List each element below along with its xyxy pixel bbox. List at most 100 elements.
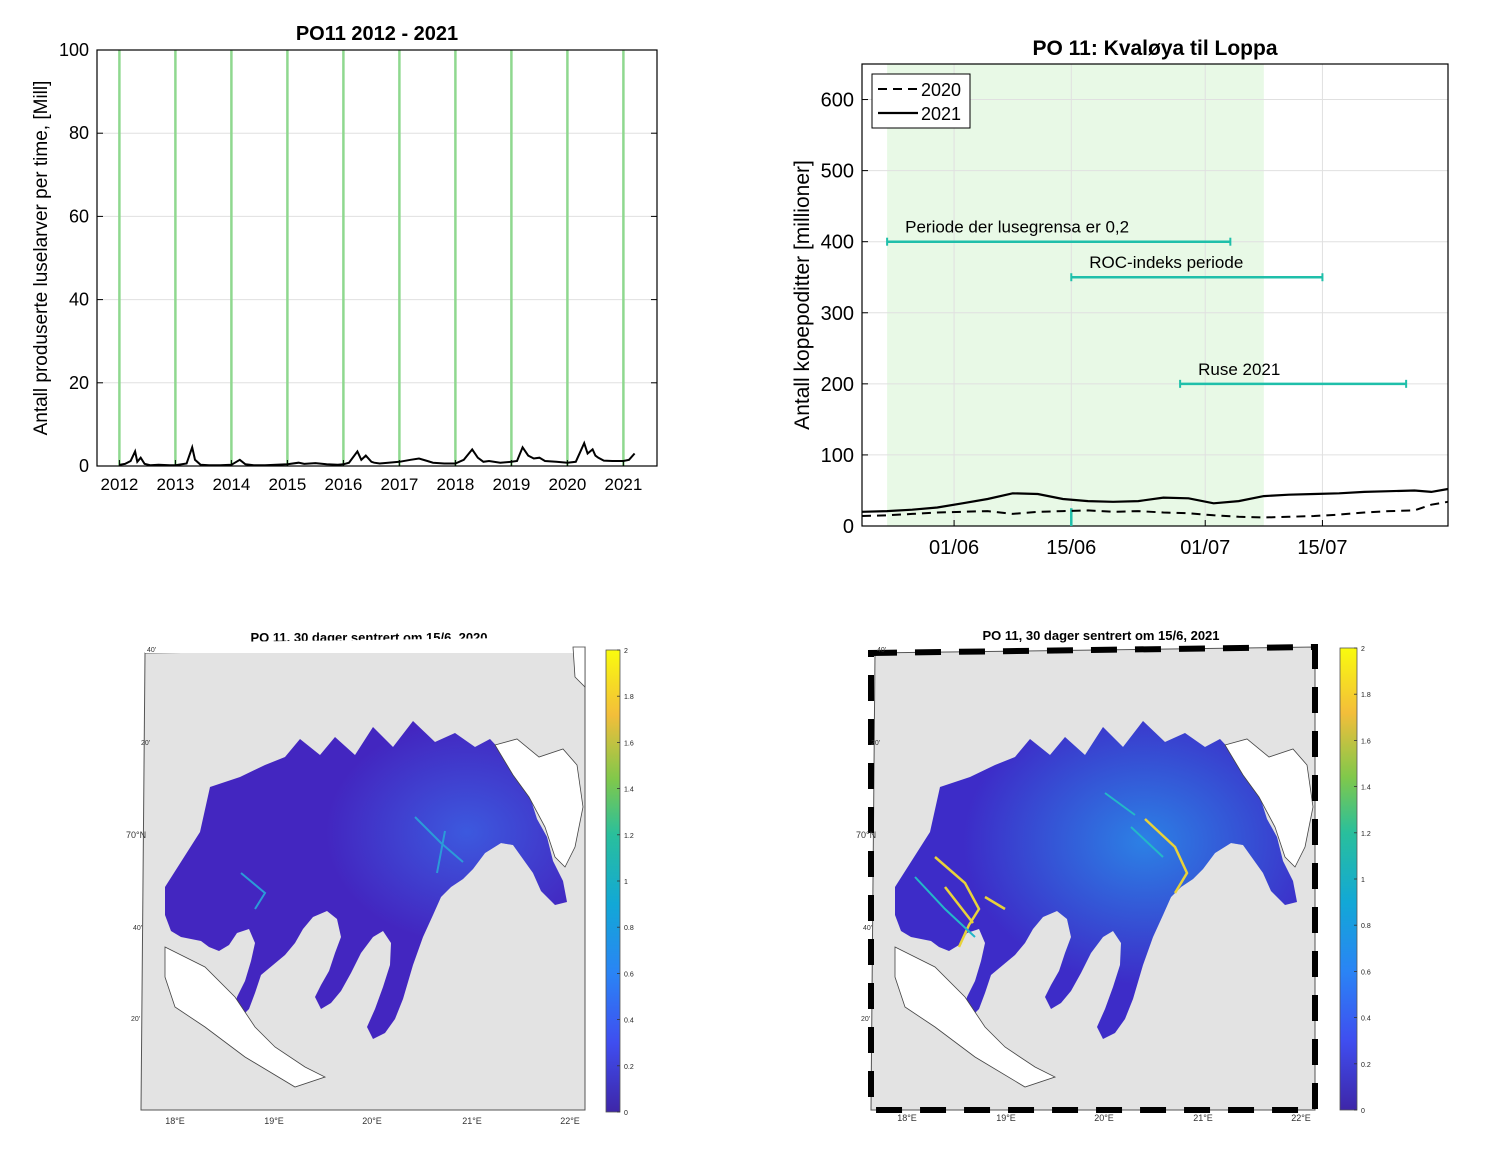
map2-lon-tick-4: 21°E (1193, 1113, 1213, 1123)
map1-colorbar-tick-label-8: 0.4 (624, 1018, 634, 1025)
chart2-series-2021 (861, 487, 1449, 513)
map1-colorbar-tick-label-1: 1.8 (624, 694, 634, 701)
chart1-x-ticks: 2012 2013 2014 2015 2016 2017 2018 2019 2020 2021 (100, 460, 642, 494)
chart1-xtick-label-4: 2016 (324, 475, 362, 494)
chart1-y-ticks: 0 20 40 60 80 100 (59, 40, 657, 476)
chart1-xtick-label-9: 2021 (604, 475, 642, 494)
chart2-ytick-label-4: 400 (821, 232, 854, 254)
chart2-annotation-label-2: Ruse 2021 (1198, 360, 1280, 379)
map2-colorbar-tick-label-6: 0.8 (1361, 923, 1371, 930)
chart2-annotation-label-0: Periode der lusegrensa er 0,2 (905, 218, 1129, 237)
map1-lon-tick-4: 21°E (462, 1116, 482, 1126)
map1-area (140, 637, 586, 1111)
map1-lat-tick-5: 20' (131, 1016, 140, 1023)
map2-lat-tick-3: 70°N (856, 830, 876, 840)
chart2-shaded-period (887, 64, 1264, 526)
chart1-xtick-label-5: 2017 (380, 475, 418, 494)
chart1-grid (97, 49, 657, 467)
map1-north-sea-patch (494, 738, 584, 868)
map1-lon-tick-3: 20°E (362, 1116, 382, 1126)
chart2-annotation-label-1: ROC-indeks periode (1089, 253, 1243, 272)
map1-colorbar-tick-label-10: 0 (624, 1110, 628, 1117)
map2-lon-tick-5: 22°E (1291, 1113, 1311, 1123)
map2-colorbar-tick-label-8: 0.4 (1361, 1016, 1371, 1023)
chart2-ytick-label-2: 200 (821, 374, 854, 396)
chart1-ytick-label-4: 80 (69, 123, 89, 143)
map2-colorbar-tick-label-5: 1 (1361, 877, 1365, 884)
map1-lat-tick-3: 70°N (126, 830, 146, 840)
chart2-y-ticks: 0 100 200 300 400 500 600 (821, 90, 868, 538)
map2-colorbar-tick-label-0: 2 (1361, 646, 1365, 653)
map2-colorbar-tick-label-10: 0 (1361, 1108, 1365, 1115)
map2-lat-tick-1: 40' (877, 647, 886, 654)
map1-colorbar-tick-label-6: 0.8 (624, 925, 634, 932)
map-2021: PO 11, 30 dager sentrert om 15/6, 2021 4… (856, 628, 1371, 1123)
map1-lat-tick-4: 40' (133, 925, 142, 932)
chart2-ytick-label-6: 600 (821, 90, 854, 112)
chart1-xtick-label-1: 2013 (156, 475, 194, 494)
chart1-season-markers (118, 50, 625, 466)
map-2020: PO 11, 30 dager sentrert om 15/6, 2020 4… (126, 630, 634, 1126)
map1-colorbar-tick-label-0: 2 (624, 648, 628, 655)
map1-colorbar-tick-label-4: 1.2 (624, 833, 634, 840)
chart2-xtick-label-0: 01/06 (929, 537, 979, 559)
chart1-y-label: Antall produserte luselarver per time, [… (31, 81, 52, 436)
map2-area (868, 643, 1318, 1113)
chart1-series-po11 (119, 440, 636, 467)
chart2-xtick-label-3: 15/07 (1297, 537, 1347, 559)
map1-colorbar-tick-label-5: 1 (624, 879, 628, 886)
map1-corner-patch (572, 646, 586, 688)
chart2-plot-frame (861, 63, 1449, 527)
chart2-ytick-label-5: 500 (821, 161, 854, 183)
chart1-ytick-label-1: 20 (69, 373, 89, 393)
chart1-plot-frame (96, 49, 658, 467)
chart-po11-kvaloya-loppa: PO 11: Kvaløya til Loppa 0 100 200 300 400 50… (791, 37, 1449, 559)
chart1-ytick-label-5: 100 (59, 40, 89, 60)
map1-colorbar-tick-label-3: 1.4 (624, 787, 634, 794)
chart2-xtick-label-2: 01/07 (1180, 537, 1230, 559)
map1-colorbar-tick-label-2: 1.6 (624, 740, 634, 747)
chart1-xtick-label-2: 2014 (212, 475, 250, 494)
map2-lat-tick-4: 40' (863, 925, 872, 932)
map2-colorbar-tick-label-9: 0.2 (1361, 1062, 1371, 1069)
map1-inland-water (164, 946, 327, 1088)
chart1-xtick-label-6: 2018 (436, 475, 474, 494)
map2-lon-tick-3: 20°E (1094, 1113, 1114, 1123)
map2-colorbar-tick-label-7: 0.6 (1361, 969, 1371, 976)
chart1-xtick-label-3: 2015 (268, 475, 306, 494)
map2-hotspots-cyan (914, 792, 1164, 938)
map2-hotspots-yellow (934, 818, 1189, 948)
chart2-series-2020 (861, 500, 1449, 519)
map2-colorbar-tick-label-2: 1.6 (1361, 738, 1371, 745)
chart2-ytick-label-1: 100 (821, 445, 854, 467)
chart2-title: PO 11: Kvaløya til Loppa (1032, 37, 1277, 60)
map1-lon-tick-5: 22°E (560, 1116, 580, 1126)
chart1-xtick-label-7: 2019 (492, 475, 530, 494)
map2-lon-tick-2: 19°E (996, 1113, 1016, 1123)
chart2-legend: 2020 2021 (871, 73, 971, 129)
chart1-ytick-label-2: 40 (69, 290, 89, 310)
map2-frame (868, 643, 1318, 1113)
map2-colorbar-tick-label-3: 1.4 (1361, 785, 1371, 792)
chart2-xtick-label-1: 15/06 (1046, 537, 1096, 559)
map2-lat-tick-2: 20' (871, 740, 880, 747)
chart1-title: PO11 2012 - 2021 (296, 23, 458, 45)
chart2-ytick-label-0: 0 (843, 516, 854, 538)
map1-colorbar-ticks: 2 1.8 1.6 1.4 1.2 1 0.8 0.6 0.4 0.2 0 (617, 648, 634, 1117)
map1-top-sea (145, 637, 585, 653)
chart2-ytick-label-3: 300 (821, 303, 854, 325)
legend-label-2021: 2021 (921, 104, 961, 124)
map1-lon-tick-1: 18°E (165, 1116, 185, 1126)
chart1-ytick-label-0: 0 (79, 456, 89, 476)
legend-box (871, 73, 971, 129)
map2-north-sea-patch (1224, 738, 1314, 868)
map1-colorbar-tick-label-7: 0.6 (624, 971, 634, 978)
chart2-y-label: Antall kopepoditter [millioner] (791, 160, 814, 430)
legend-label-2020: 2020 (921, 80, 961, 100)
map1-hotspots (240, 816, 464, 910)
map2-lon-tick-1: 18°E (897, 1113, 917, 1123)
chart1-xtick-label-0: 2012 (100, 475, 138, 494)
map2-lat-tick-5: 20' (861, 1016, 870, 1023)
map1-colorbar-tick-label-9: 0.2 (624, 1064, 634, 1071)
